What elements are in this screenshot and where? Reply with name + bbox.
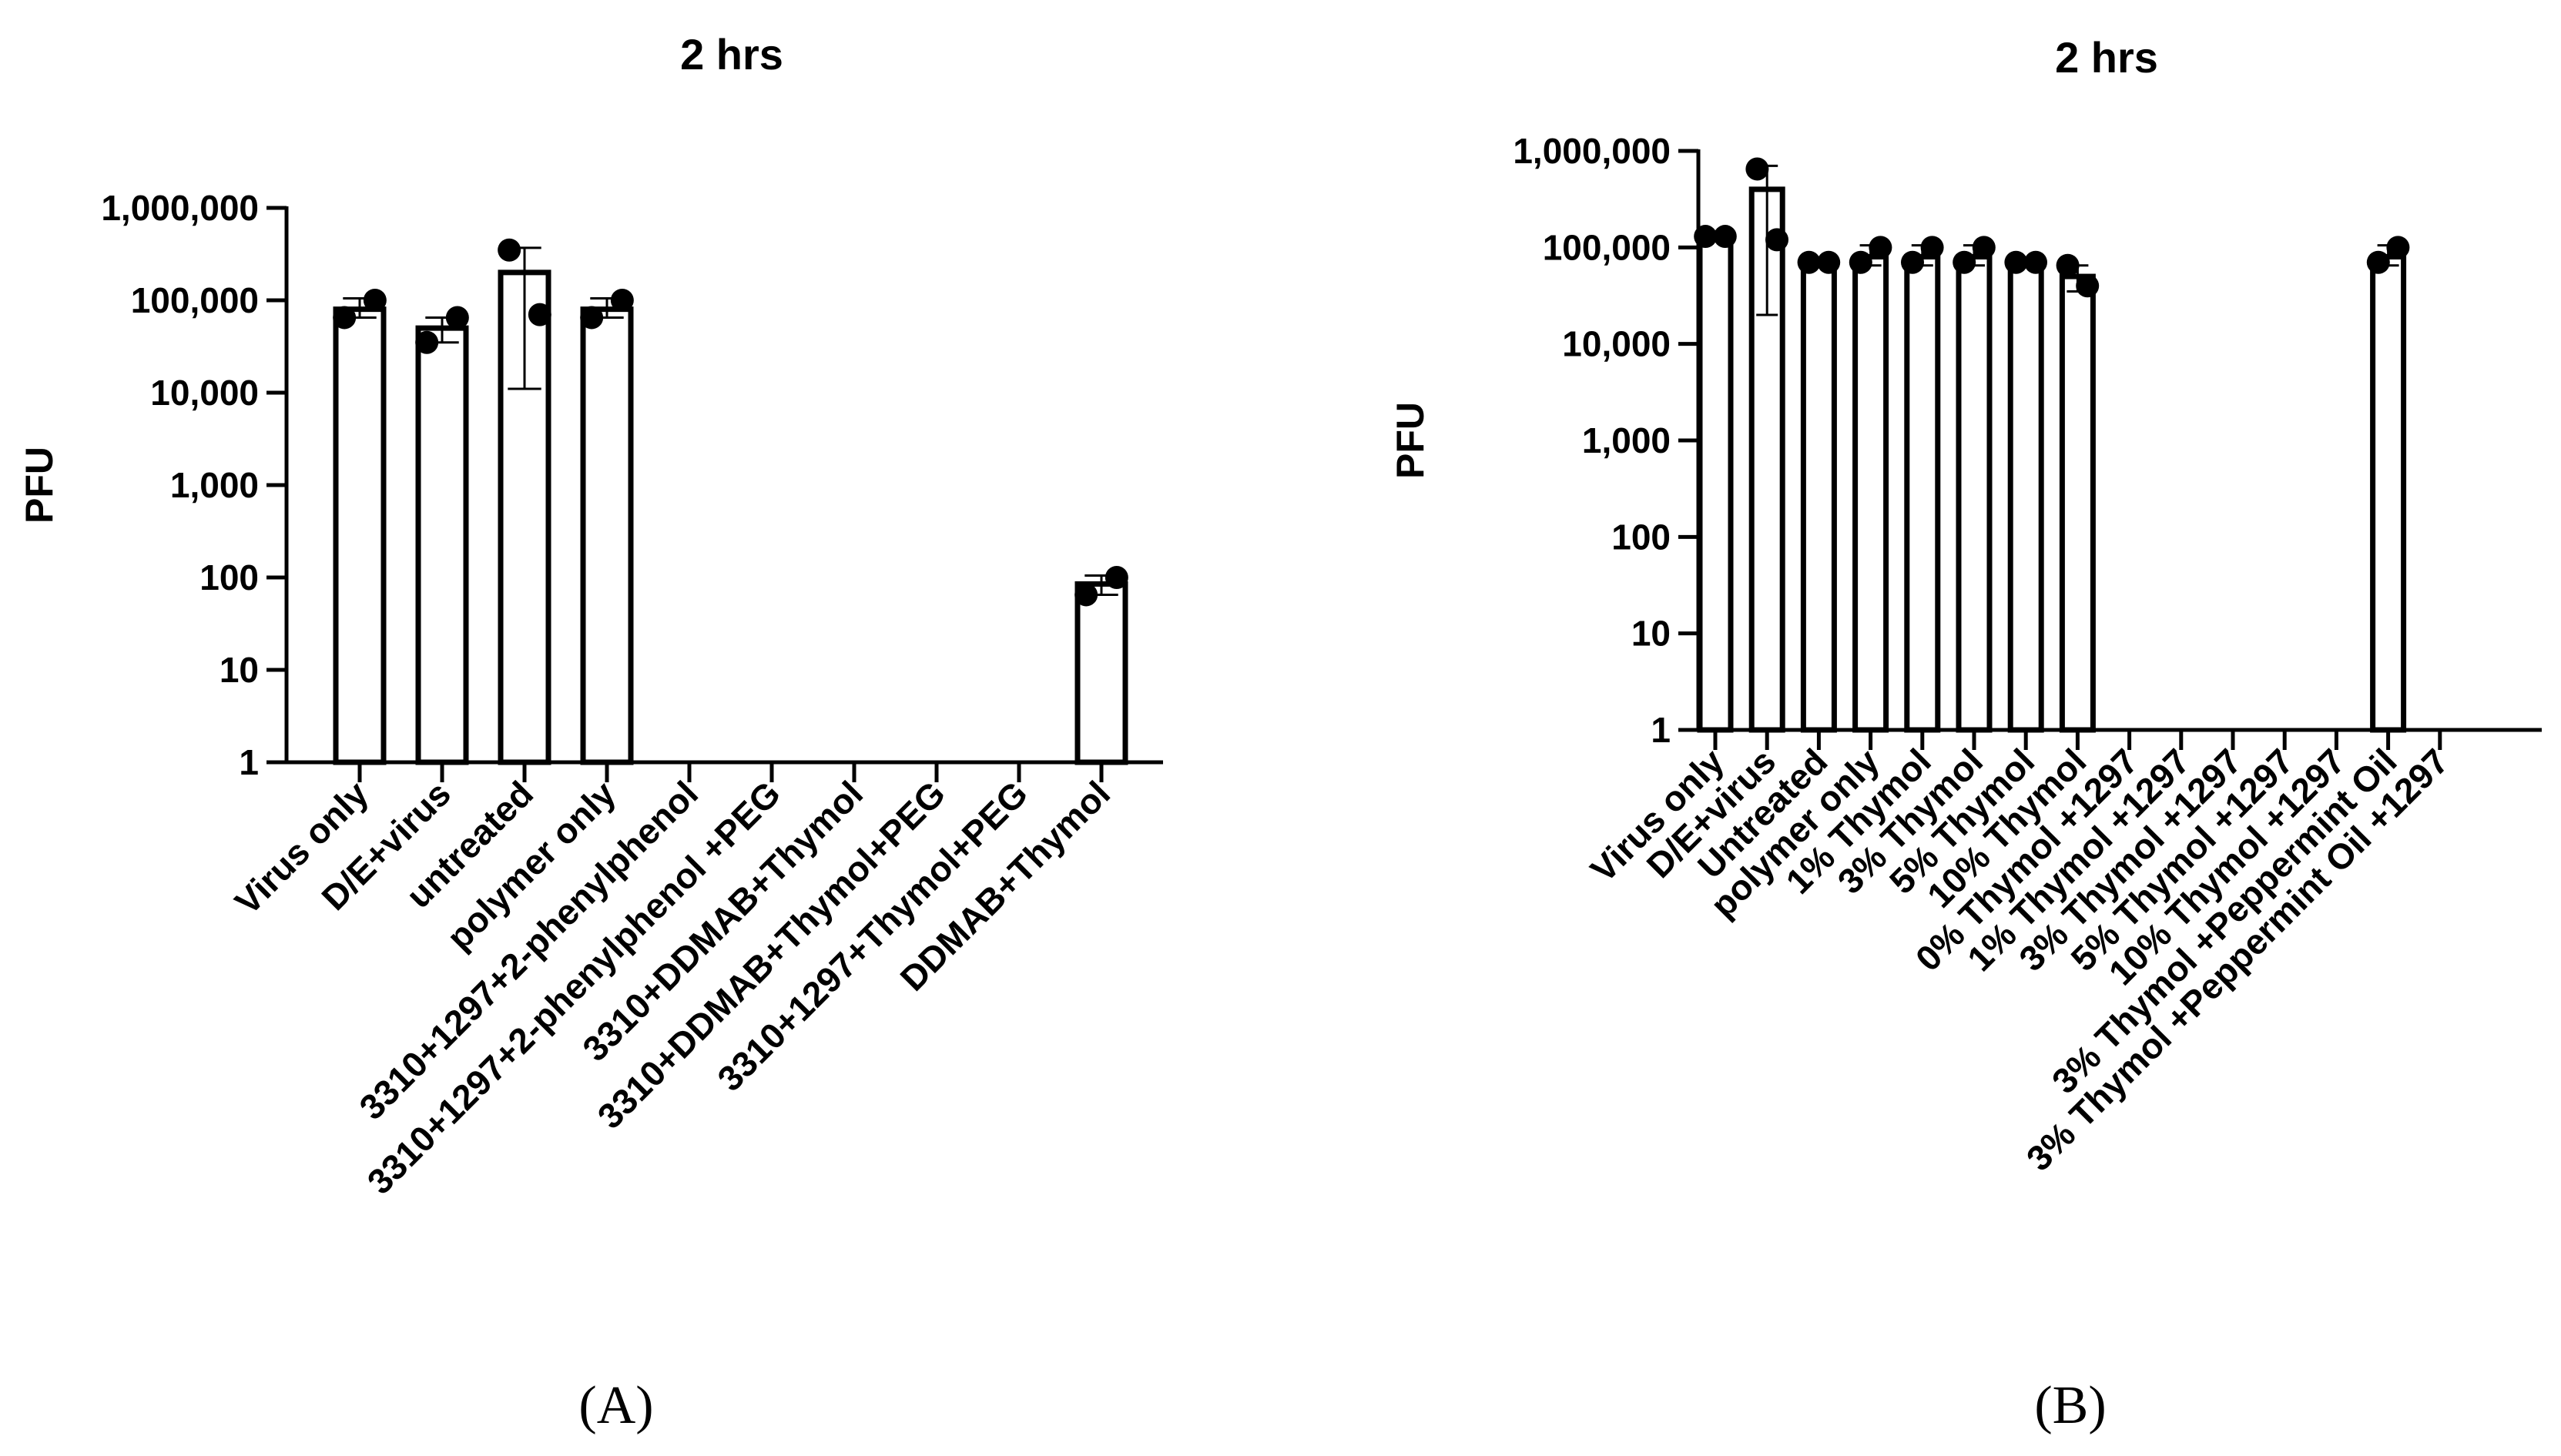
panel-label: (A) bbox=[578, 1376, 653, 1435]
y-tick-label: 10 bbox=[220, 650, 259, 690]
y-tick-label: 10 bbox=[1631, 614, 1671, 654]
data-point bbox=[333, 306, 357, 330]
chart-title: 2 hrs bbox=[680, 30, 783, 79]
y-tick-label: 1 bbox=[1651, 710, 1671, 750]
data-point bbox=[2024, 250, 2047, 274]
data-point bbox=[580, 306, 604, 330]
y-tick-label: 100,000 bbox=[1543, 227, 1671, 267]
data-point bbox=[1105, 566, 1128, 589]
data-point bbox=[1713, 225, 1737, 249]
data-point bbox=[2056, 253, 2080, 277]
y-tick-label: 1,000,000 bbox=[101, 188, 259, 228]
bar bbox=[1074, 581, 1128, 765]
bar bbox=[415, 325, 469, 765]
data-point bbox=[2386, 236, 2410, 259]
bar bbox=[1800, 259, 1837, 733]
data-point bbox=[1920, 236, 1944, 259]
panel-label: (B) bbox=[2034, 1376, 2106, 1435]
data-point bbox=[498, 238, 521, 262]
bar bbox=[1852, 253, 1889, 733]
data-point bbox=[363, 289, 387, 312]
y-tick-label: 1,000 bbox=[170, 465, 259, 505]
chart-panel-1: 2 hrs PFU 1 10 100 1,000 10,000 100,000 1,000,00… bbox=[1389, 33, 2542, 1435]
data-point bbox=[610, 289, 634, 312]
chart-title: 2 hrs bbox=[2055, 33, 2158, 82]
y-tick-label: 1,000,000 bbox=[1513, 131, 1671, 171]
y-tick-label: 1,000 bbox=[1582, 420, 1671, 460]
y-tick-label: 10,000 bbox=[1562, 324, 1671, 364]
bar bbox=[2059, 273, 2096, 733]
data-point bbox=[1074, 583, 1098, 607]
bar bbox=[1904, 253, 1941, 733]
data-point bbox=[1972, 236, 1996, 259]
data-point bbox=[1901, 250, 1924, 274]
data-point bbox=[1694, 225, 1718, 249]
y-tick-label: 100 bbox=[199, 557, 259, 597]
bar bbox=[2007, 259, 2044, 733]
data-point bbox=[1869, 236, 1892, 259]
data-point bbox=[1797, 250, 1821, 274]
y-axis-label: PFU bbox=[1389, 402, 1432, 479]
data-point bbox=[1953, 250, 1976, 274]
data-point bbox=[415, 330, 439, 354]
y-axis-label: PFU bbox=[18, 447, 61, 524]
bar bbox=[2370, 253, 2407, 733]
data-point bbox=[445, 306, 469, 330]
data-point bbox=[1745, 157, 1769, 181]
data-point bbox=[1765, 228, 1788, 252]
y-tick-label: 1 bbox=[239, 742, 259, 782]
bar bbox=[580, 306, 634, 765]
data-point bbox=[2004, 250, 2028, 274]
data-point bbox=[2366, 250, 2390, 274]
bar bbox=[333, 306, 387, 765]
bar bbox=[1697, 233, 1734, 733]
bar bbox=[1956, 253, 1993, 733]
y-tick-label: 100 bbox=[1611, 517, 1671, 557]
data-point bbox=[1849, 250, 1872, 274]
chart-panel-0: 2 hrs PFU 1 10 100 1,000 10,000 100,000 1,000,00… bbox=[18, 30, 1163, 1435]
data-point bbox=[2076, 274, 2100, 298]
data-point bbox=[528, 303, 551, 326]
y-tick-label: 10,000 bbox=[150, 373, 259, 413]
data-point bbox=[1817, 250, 1841, 274]
y-tick-label: 100,000 bbox=[131, 280, 259, 320]
